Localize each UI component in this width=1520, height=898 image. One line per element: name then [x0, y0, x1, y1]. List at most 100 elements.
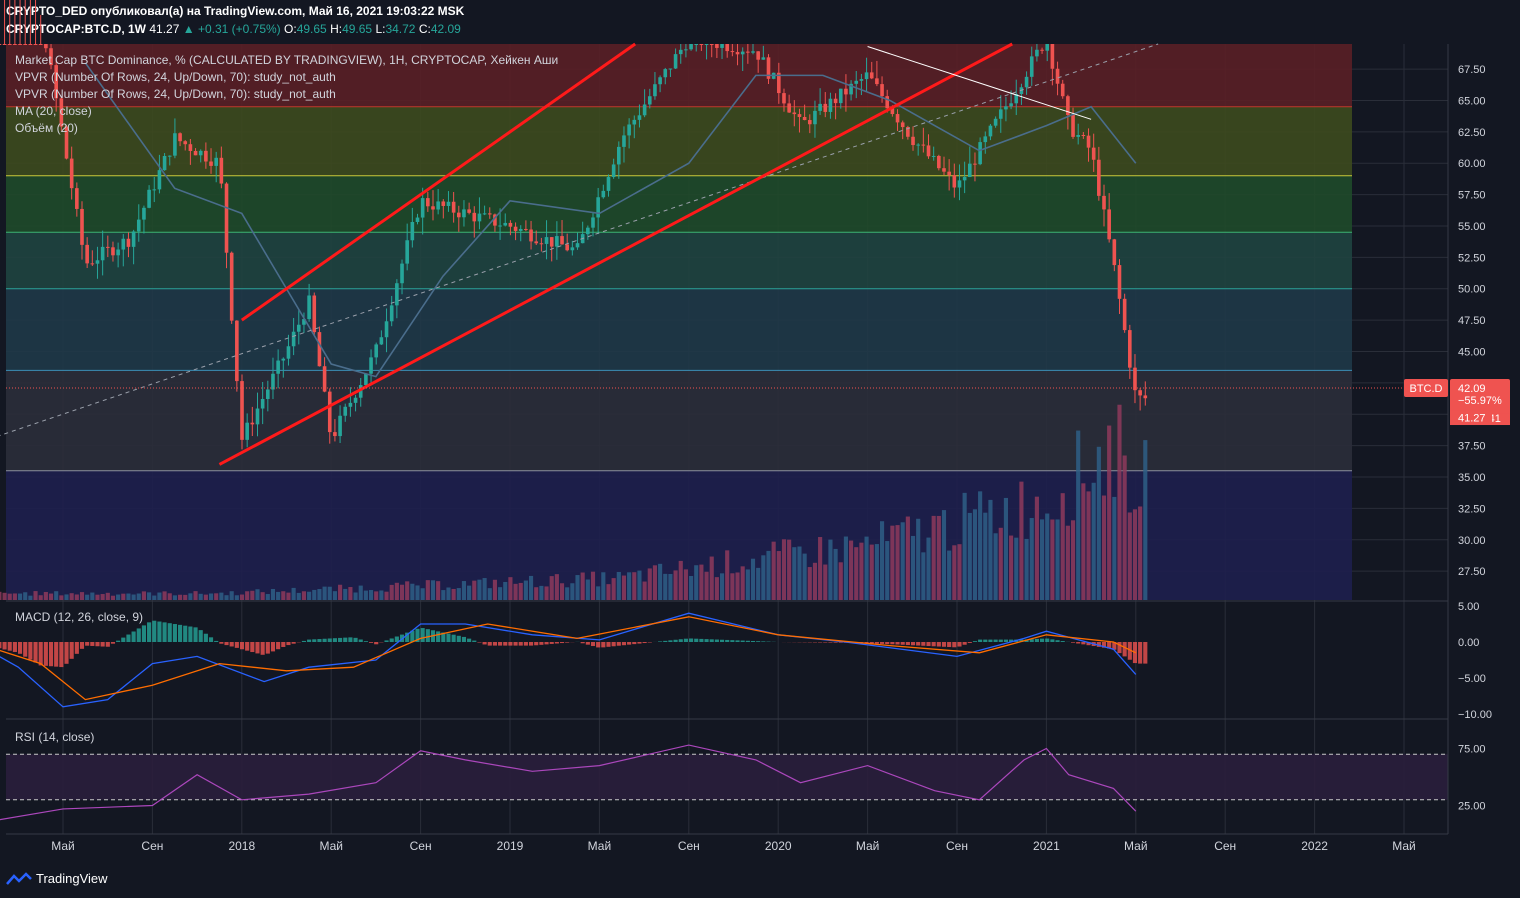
candle-54	[250, 422, 255, 425]
candle-32	[136, 219, 141, 232]
macd-tick-2: −5.00	[1458, 673, 1486, 685]
volume-bar	[332, 591, 337, 600]
volume-bar	[64, 594, 69, 600]
volume-bar	[704, 571, 709, 600]
candle-225	[1133, 367, 1137, 391]
indicator-rsi[interactable]: RSI (14, close)	[15, 730, 95, 744]
volume-bar	[637, 570, 642, 600]
volume-bar	[1009, 535, 1014, 600]
volume-bar	[162, 591, 167, 600]
price-tick-8: 47.50	[1458, 315, 1486, 327]
candle-158	[787, 103, 791, 113]
time-tick-3: Май	[319, 839, 343, 853]
macd-hist-bar	[436, 631, 441, 642]
candle-56	[260, 398, 265, 409]
candle-198	[993, 118, 998, 126]
volume-bars	[0, 404, 1148, 600]
macd-hist-bar	[895, 642, 900, 645]
white-trend-line	[867, 46, 1092, 120]
volume-bar	[818, 537, 823, 600]
macd-hist-bar	[353, 637, 358, 642]
candle-209	[1050, 44, 1055, 69]
footer-brand[interactable]: TradingView	[6, 871, 108, 886]
level-zones	[6, 44, 1352, 600]
candle-122	[601, 190, 606, 198]
macd-hist-bar	[172, 624, 177, 642]
candle-11	[28, 44, 33, 45]
macd-hist-bar	[270, 642, 276, 652]
time-tick-12: Май	[1124, 839, 1148, 853]
volume-bar	[678, 560, 683, 600]
candle-12	[33, 44, 38, 45]
drawing-lines	[0, 42, 1159, 466]
candle-58	[271, 373, 275, 390]
indicator-vpvr-2[interactable]: VPVR (Number Of Rows, 24, Up/Down, 70): …	[15, 87, 336, 101]
volume-bar	[807, 567, 812, 600]
macd-hist-bar	[993, 639, 998, 642]
candle-116	[570, 247, 575, 251]
candle-34	[147, 189, 151, 208]
macd-hist-bar	[116, 640, 121, 642]
candle-129	[637, 115, 642, 120]
volume-bar	[1019, 481, 1024, 600]
volume-bar	[642, 581, 647, 600]
candle-67	[317, 332, 322, 367]
candle-164	[818, 103, 822, 111]
candle-65	[307, 295, 311, 320]
macd-hist-bar	[874, 642, 879, 644]
macd-hist-bar	[126, 634, 131, 642]
volume-bar	[105, 592, 110, 600]
volume-bar	[147, 592, 152, 600]
candle-208	[1045, 44, 1050, 51]
indicator-ma[interactable]: MA (20, close)	[15, 104, 92, 118]
macd-hist-bar	[508, 642, 513, 646]
indicator-macd[interactable]: MACD (12, 26, close, 9)	[15, 610, 144, 624]
candle-93	[451, 201, 456, 213]
candle-26	[105, 246, 110, 248]
volume-bar	[116, 594, 121, 600]
candle-189	[947, 171, 951, 176]
candle-163	[813, 110, 817, 125]
macd-hist-bar	[699, 638, 704, 642]
volume-bar	[890, 525, 895, 600]
macd-hist-bar	[141, 625, 146, 642]
macd-hist-bar	[1081, 642, 1086, 645]
volume-bar	[343, 588, 348, 600]
volume-bar	[7, 593, 12, 600]
candle-94	[456, 212, 461, 218]
volume-bar	[528, 575, 534, 600]
close-value: 42.09	[430, 22, 461, 36]
macd-hist-bar	[487, 642, 492, 646]
badge-last-bg	[1450, 410, 1492, 425]
candle-73	[348, 402, 353, 407]
candle-157	[782, 93, 786, 104]
macd-hist-bar	[69, 642, 74, 659]
chart-title[interactable]: Market Cap BTC Dominance, % (CALCULATED …	[15, 53, 559, 67]
volume-bar	[508, 577, 513, 600]
price-tick-16: 27.50	[1458, 566, 1486, 578]
macd-hist-bar	[472, 640, 477, 642]
macd-hist-bar	[745, 640, 750, 642]
macd-hist-bar	[374, 642, 379, 645]
volume-bar	[193, 591, 198, 600]
volume-bar	[539, 585, 544, 600]
candle-172	[859, 79, 864, 81]
badge-price: 42.09	[1458, 383, 1486, 395]
macd-hist-bar	[611, 642, 616, 647]
volume-bar	[167, 593, 172, 600]
macd-hist-bar	[1143, 642, 1148, 664]
volume-bar	[410, 583, 415, 600]
indicator-vpvr-1[interactable]: VPVR (Number Of Rows, 24, Up/Down, 70): …	[15, 70, 336, 84]
candle-156	[777, 72, 781, 94]
candle-99	[482, 213, 487, 215]
macd-hist-bar	[265, 642, 270, 654]
volume-bar	[549, 576, 554, 600]
candle-27	[111, 247, 115, 256]
macd-tick-1: 0.00	[1458, 637, 1479, 649]
candle-30	[126, 238, 131, 247]
candle-100	[487, 213, 492, 215]
indicator-volume[interactable]: Объём (20)	[15, 121, 78, 135]
macd-hist-bar	[79, 642, 85, 649]
candle-152	[756, 51, 760, 60]
